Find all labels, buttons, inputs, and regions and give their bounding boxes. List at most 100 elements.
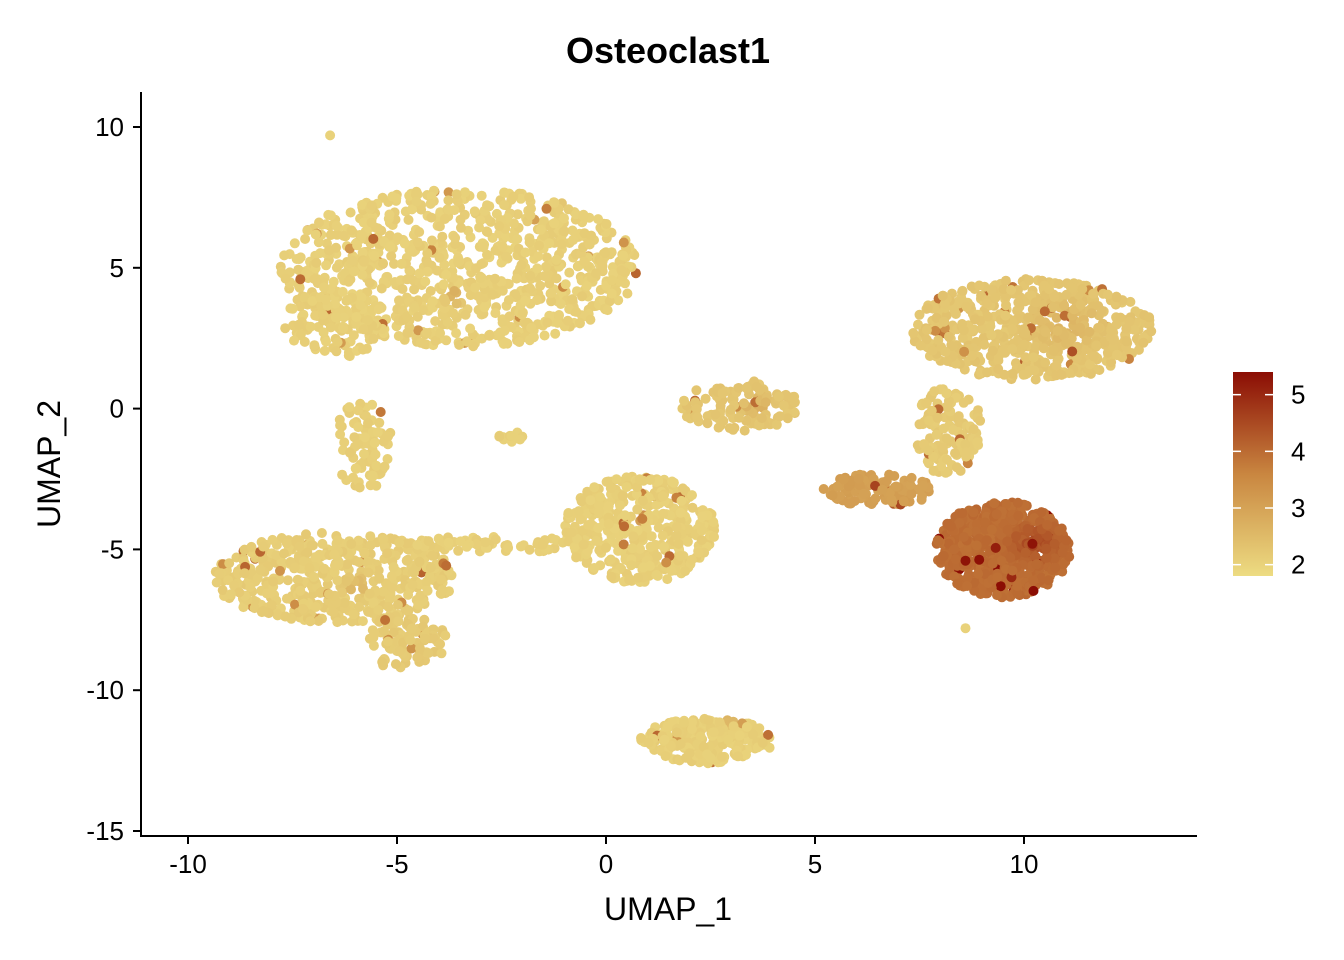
scatter-point xyxy=(414,643,425,654)
scatter-point xyxy=(475,273,486,284)
scatter-point xyxy=(539,330,550,341)
x-axis-title: UMAP_1 xyxy=(604,891,732,927)
scatter-point xyxy=(696,525,707,536)
scatter-point xyxy=(319,563,330,574)
scatter-point xyxy=(563,204,574,215)
scatter-point xyxy=(778,400,789,411)
scatter-point xyxy=(604,296,615,307)
scatter-point xyxy=(659,541,669,552)
scatter-point xyxy=(437,585,448,595)
scatter-point xyxy=(332,575,343,586)
scatter-point xyxy=(1002,524,1013,535)
scatter-point xyxy=(931,429,942,440)
scatter-point xyxy=(330,312,341,323)
scatter-point xyxy=(659,734,670,745)
scatter-point xyxy=(366,217,377,228)
scatter-point xyxy=(358,324,369,335)
scatter-point xyxy=(406,643,417,654)
scatter-point xyxy=(653,522,664,533)
scatter-point xyxy=(290,599,300,610)
scatter-point xyxy=(611,474,622,485)
scatter-point xyxy=(636,733,646,743)
scatter-point xyxy=(411,196,422,207)
scatter-point xyxy=(953,411,964,422)
scatter-point xyxy=(455,214,466,225)
scatter-point xyxy=(384,209,395,220)
scatter-point xyxy=(559,226,570,237)
scatter-point xyxy=(330,560,340,571)
scatter-point xyxy=(703,715,714,726)
scatter-point xyxy=(539,271,550,282)
scatter-point xyxy=(425,198,436,209)
scatter-point xyxy=(718,415,729,426)
scatter-point xyxy=(981,535,992,546)
scatter-point xyxy=(603,519,614,529)
scatter-point xyxy=(968,507,979,518)
scatter-point xyxy=(716,752,727,762)
scatter-point xyxy=(405,635,416,646)
scatter-point xyxy=(738,398,749,409)
scatter-point xyxy=(368,333,379,344)
scatter-point xyxy=(344,402,355,413)
scatter-point xyxy=(332,617,343,628)
scatter-point xyxy=(915,340,926,351)
scatter-point xyxy=(383,431,394,442)
scatter-point xyxy=(1001,499,1012,509)
scatter-point xyxy=(929,386,940,397)
scatter-point xyxy=(1011,531,1022,542)
scatter-point xyxy=(1012,588,1023,599)
scatter-point xyxy=(728,424,739,435)
scatter-point xyxy=(1024,365,1035,376)
scatter-point xyxy=(525,210,536,221)
scatter-point xyxy=(482,227,493,237)
scatter-point xyxy=(632,482,643,493)
scatter-point xyxy=(1084,359,1095,370)
scatter-point xyxy=(1028,575,1039,586)
axis-ticks: -10 -5 0 5 10 -15 -10 -5 0 5 10 xyxy=(86,112,1038,879)
scatter-point xyxy=(497,285,508,296)
scatter-point xyxy=(858,488,869,499)
scatter-point xyxy=(968,424,979,435)
scatter-point xyxy=(393,331,404,341)
scatter-point xyxy=(990,292,1001,303)
scatter-point xyxy=(627,543,638,554)
scatter-point xyxy=(1005,552,1016,563)
scatter-point xyxy=(214,569,225,579)
scatter-point xyxy=(480,537,491,548)
scatter-point xyxy=(556,239,567,250)
scatter-point xyxy=(1024,275,1034,286)
scatter-point xyxy=(245,582,256,593)
scatter-point xyxy=(331,346,342,357)
scatter-point xyxy=(325,130,336,141)
scatter-point xyxy=(576,496,587,507)
scatter-point xyxy=(422,266,433,277)
scatter-point xyxy=(584,239,595,250)
scatter-point xyxy=(1121,336,1132,347)
scatter-point xyxy=(280,611,291,622)
scatter-point xyxy=(359,448,369,459)
scatter-point xyxy=(524,192,535,203)
scatter-point xyxy=(348,330,359,341)
scatter-point xyxy=(373,304,384,315)
scatter-point xyxy=(279,250,290,261)
scatter-point xyxy=(995,581,1006,592)
scatter-point xyxy=(657,530,668,541)
scatter-point xyxy=(375,407,386,417)
scatter-point xyxy=(211,577,222,588)
scatter-point xyxy=(358,344,368,355)
scatter-point xyxy=(377,657,388,667)
scatter-point xyxy=(389,258,399,269)
scatter-point xyxy=(1013,297,1024,308)
scatter-point xyxy=(1007,565,1018,576)
scatter-point xyxy=(958,532,969,542)
scatter-point xyxy=(687,724,697,735)
scatter-point xyxy=(392,232,403,243)
scatter-point xyxy=(1047,302,1058,313)
scatter-point xyxy=(347,255,358,266)
scatter-point xyxy=(583,520,594,530)
scatter-point xyxy=(535,224,546,235)
scatter-point xyxy=(818,484,829,494)
scatter-point xyxy=(409,302,420,313)
scatter-point xyxy=(1020,547,1031,558)
scatter-point xyxy=(615,500,625,511)
